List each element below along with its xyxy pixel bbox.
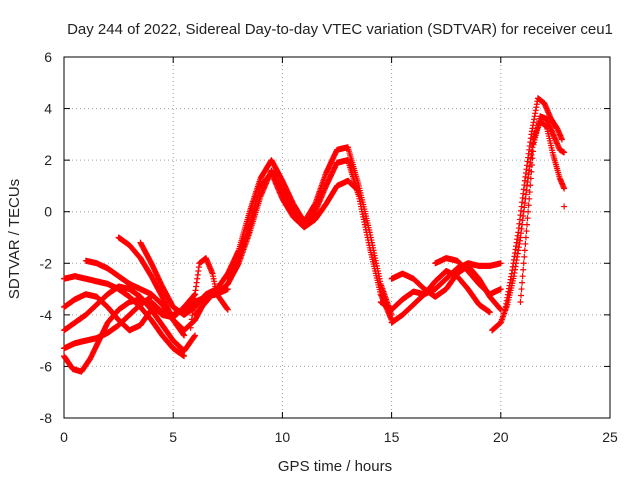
plot-frame [63,56,611,419]
x-tick-label: 5 [169,429,177,445]
y-tick-label: -8 [40,410,53,426]
series-track-5 [61,293,155,352]
chart-title: Day 244 of 2022, Sidereal Day-to-day VTE… [67,21,613,38]
data-point [355,188,362,195]
y-tick-label: -6 [40,358,53,374]
y-tick-label: 0 [44,204,52,220]
y-tick-label: 2 [44,152,52,168]
series-track-10 [187,255,231,331]
y-tick-labels: -8 -6 -4 -2 0 2 4 6 [40,49,53,426]
series-track-6 [82,257,188,339]
data-points [61,95,568,375]
series-track-13 [224,170,362,282]
x-tick-label: 20 [493,429,509,445]
data-point [181,332,188,339]
data-point [192,332,199,339]
data-point [181,353,188,360]
x-tick-labels: 0 5 10 15 20 25 [60,429,618,445]
y-axis-label: SDTVAR / TECUs [6,179,23,299]
x-tick-label: 10 [275,429,291,445]
y-tick-label: -4 [40,307,53,323]
axis-ticks [63,56,611,419]
data-point [224,306,231,313]
x-axis-label: GPS time / hours [278,458,392,475]
series-track-3 [61,273,188,360]
x-tick-label: 15 [384,429,400,445]
data-point [148,306,155,313]
y-tick-label: 6 [44,49,52,65]
x-tick-label: 25 [602,429,618,445]
y-tick-label: 4 [44,101,52,117]
x-tick-label: 0 [60,429,68,445]
y-tick-label: -2 [40,255,53,271]
